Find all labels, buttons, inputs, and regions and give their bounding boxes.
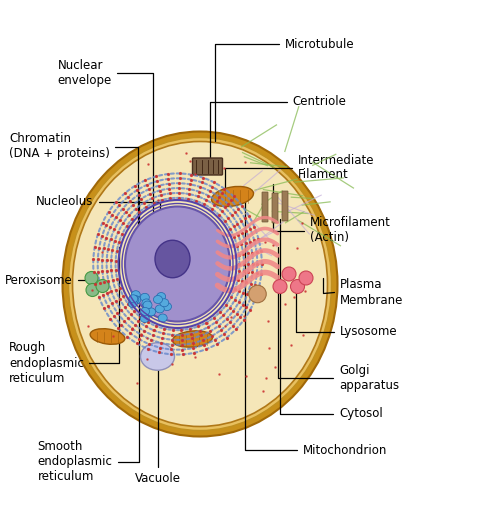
Text: Intermediate
Filament: Intermediate Filament [225,154,374,190]
Text: Golgi
apparatus: Golgi apparatus [278,247,399,392]
Ellipse shape [96,279,109,293]
Ellipse shape [156,293,166,300]
Ellipse shape [143,301,152,309]
Ellipse shape [142,299,151,307]
FancyBboxPatch shape [192,158,222,175]
Ellipse shape [158,314,167,322]
Text: Lysosome: Lysosome [296,289,398,338]
Text: Microtubule: Microtubule [215,37,354,141]
Text: Vacuole: Vacuole [134,348,180,486]
Text: Microfilament
(Actin): Microfilament (Actin) [272,184,391,244]
Text: Centriole: Centriole [210,95,346,161]
Ellipse shape [90,329,125,344]
Ellipse shape [140,343,174,370]
Ellipse shape [146,308,156,316]
Ellipse shape [140,315,149,323]
Ellipse shape [86,284,99,297]
Ellipse shape [140,294,149,301]
FancyBboxPatch shape [282,191,288,221]
Ellipse shape [132,291,140,299]
Ellipse shape [140,307,149,315]
Ellipse shape [249,285,266,303]
Ellipse shape [85,271,98,285]
Ellipse shape [128,295,138,303]
Text: Cytosol: Cytosol [280,219,383,420]
Ellipse shape [155,240,190,278]
Text: Chromatin
(DNA + proteins): Chromatin (DNA + proteins) [9,133,138,235]
Ellipse shape [212,186,254,206]
Ellipse shape [72,142,328,427]
Text: Plasma
Membrane: Plasma Membrane [322,278,404,306]
Text: Smooth
endoplasmic
reticulum: Smooth endoplasmic reticulum [38,192,139,483]
Ellipse shape [125,206,230,322]
Ellipse shape [132,296,141,304]
Ellipse shape [282,267,296,281]
FancyBboxPatch shape [262,192,268,222]
Ellipse shape [154,296,162,304]
Ellipse shape [172,331,212,347]
Ellipse shape [156,305,164,313]
Ellipse shape [68,137,332,430]
FancyBboxPatch shape [272,193,278,223]
Text: Nucleolus: Nucleolus [36,195,160,248]
Text: Mitochondrion: Mitochondrion [245,193,387,457]
Ellipse shape [290,279,304,294]
Ellipse shape [273,279,287,294]
Ellipse shape [162,303,172,310]
Text: Rough
endoplasmic
reticulum: Rough endoplasmic reticulum [9,247,119,384]
Ellipse shape [128,299,138,307]
Ellipse shape [130,296,139,304]
Ellipse shape [62,131,338,437]
Ellipse shape [299,271,313,285]
Ellipse shape [160,299,169,307]
Ellipse shape [145,309,154,317]
Text: Nuclear
envelope: Nuclear envelope [58,59,152,211]
Text: Peroxisome: Peroxisome [5,274,95,287]
